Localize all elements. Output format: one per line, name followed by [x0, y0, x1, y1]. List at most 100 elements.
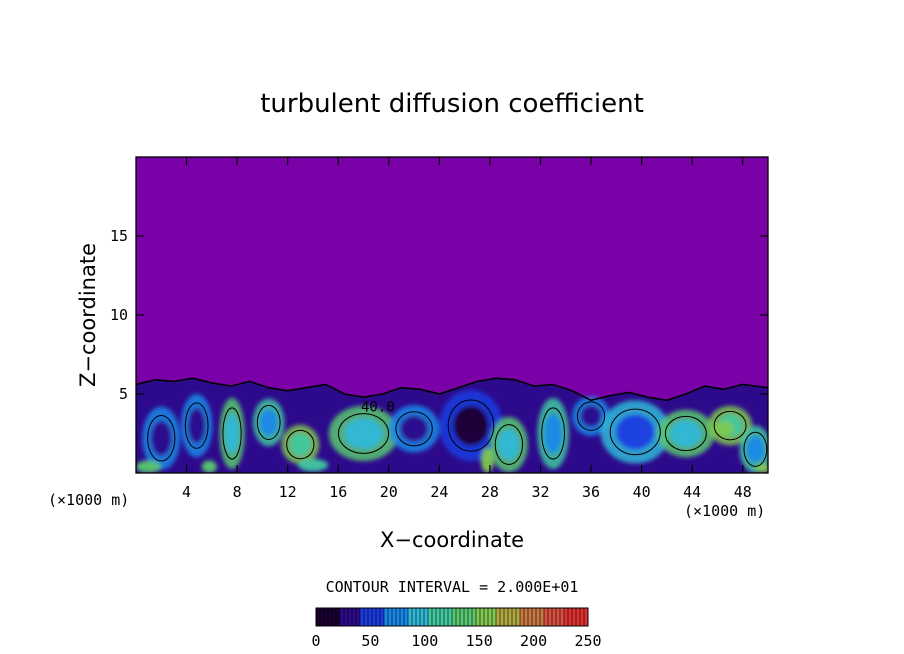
colorbar-swatch [552, 608, 557, 626]
colorbar-swatch [400, 608, 405, 626]
hot-spot-2 [297, 458, 329, 472]
y-unit-label: (×1000 m) [48, 491, 129, 509]
colorbar-swatch [572, 608, 577, 626]
colorbar-swatch [412, 608, 417, 626]
eddy-contour-11 [609, 408, 661, 456]
eddy-contour-2 [222, 407, 242, 460]
colorbar-swatch [328, 608, 333, 626]
colorbar-swatch [584, 608, 589, 626]
colorbar-tick-label: 150 [466, 632, 493, 650]
contour-lines [147, 399, 768, 467]
colorbar-swatch [528, 608, 533, 626]
colorbar-swatch [484, 608, 489, 626]
colorbar-swatch [468, 608, 473, 626]
x-tick-label: 4 [182, 483, 191, 501]
colorbar-swatch [408, 608, 413, 626]
y-tick-label: 10 [110, 306, 128, 324]
colorbar-swatch [360, 608, 365, 626]
eddy-contour-1 [184, 402, 209, 449]
eddy-contour-5 [337, 413, 390, 454]
colorbar-tick-label: 0 [311, 632, 320, 650]
colorbar-swatch [460, 608, 465, 626]
eddy-contour-3 [256, 404, 281, 441]
x-tick-label: 40 [633, 483, 651, 501]
colorbar-swatch [320, 608, 325, 626]
colorbar-tick-labels: 0 50 100 150 200 250 [311, 632, 601, 650]
colorbar-swatch [556, 608, 561, 626]
plot-area [136, 157, 768, 473]
hot-spot-0 [136, 460, 162, 473]
hot-spot-4 [713, 420, 734, 437]
colorbar-swatch [536, 608, 541, 626]
eddy-core-10 [580, 405, 602, 428]
colorbar-swatch [372, 608, 377, 626]
colorbar-swatch [344, 608, 349, 626]
colorbar-swatch [576, 608, 581, 626]
eddy-core-4 [289, 433, 311, 456]
x-tick-label: 48 [734, 483, 752, 501]
colorbar-tick-label: 50 [361, 632, 379, 650]
colorbar-swatch [356, 608, 361, 626]
hot-spot-1 [201, 460, 217, 473]
colorbar-swatch [512, 608, 517, 626]
colorbar-swatch [352, 608, 357, 626]
colorbar-swatch [456, 608, 461, 626]
contour-label: 40.0 [361, 399, 395, 415]
eddy-core-12 [669, 420, 702, 447]
colorbar-swatch [444, 608, 449, 626]
colorbar-swatch [436, 608, 441, 626]
colorbar-tick-label: 100 [411, 632, 438, 650]
colorbar-swatch [564, 608, 569, 626]
x-tick-label: 28 [481, 483, 499, 501]
colorbar-swatch [504, 608, 509, 626]
colorbar-swatch [332, 608, 337, 626]
eddy-core-0 [150, 420, 172, 456]
colorbar [315, 607, 589, 627]
eddy-core-11 [615, 414, 655, 450]
colorbar-swatch [452, 608, 457, 626]
eddy-contour-9 [541, 407, 565, 460]
x-axis-ticks: 4 8 12 16 20 24 28 32 36 40 44 48 [182, 157, 752, 501]
colorbar-tick-label: 200 [520, 632, 547, 650]
colorbar-swatch [368, 608, 373, 626]
x-tick-label: 24 [430, 483, 448, 501]
colorbar-swatch [392, 608, 397, 626]
eddy-contour-12 [664, 415, 707, 452]
x-tick-label: 8 [233, 483, 242, 501]
eddy-core-3 [259, 409, 278, 436]
eddy-contour-7 [447, 399, 495, 452]
hot-spot-3 [481, 447, 494, 473]
colorbar-swatch [560, 608, 565, 626]
colorbar-swatch [520, 608, 525, 626]
eddy-core-7 [453, 405, 489, 446]
colorbar-swatch [324, 608, 329, 626]
colorbar-swatch [472, 608, 477, 626]
colorbar-swatch [448, 608, 453, 626]
eddy-contour-6 [395, 411, 433, 447]
contour-interval-label: CONTOUR INTERVAL = 2.000E+01 [326, 578, 579, 596]
colorbar-swatch [364, 608, 369, 626]
colorbar-swatch [508, 608, 513, 626]
chart-title: turbulent diffusion coefficient [260, 89, 644, 119]
colorbar-swatch [580, 608, 585, 626]
colorbar-swatch [416, 608, 421, 626]
eddy-core-1 [187, 407, 206, 444]
y-tick-label: 5 [119, 385, 128, 403]
x-unit-label: (×1000 m) [684, 502, 765, 520]
colorbar-swatch [380, 608, 385, 626]
eddy-contour-4 [286, 429, 315, 460]
x-tick-label: 36 [582, 483, 600, 501]
colorbar-swatch [480, 608, 485, 626]
eddy-contour-13 [713, 410, 747, 441]
x-tick-label: 32 [531, 483, 549, 501]
colorbar-swatch [388, 608, 393, 626]
colorbar-swatch [404, 608, 409, 626]
x-tick-label: 12 [279, 483, 297, 501]
eddy-core-5 [344, 418, 383, 449]
colorbar-swatch [532, 608, 537, 626]
colorbar-swatch [516, 608, 521, 626]
x-axis-label: X−coordinate [380, 528, 524, 552]
colorbar-swatch [476, 608, 481, 626]
colorbar-swatch [420, 608, 425, 626]
colorbar-swatch [384, 608, 389, 626]
